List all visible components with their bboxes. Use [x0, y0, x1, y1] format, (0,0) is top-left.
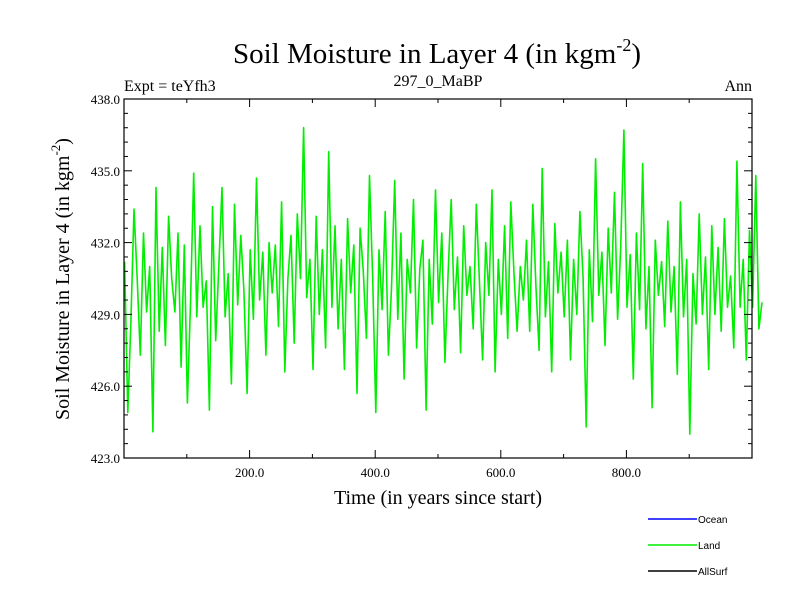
experiment-label: Expt = teYfh3 [124, 78, 216, 95]
period-label: 297_0_MaBP [394, 73, 483, 90]
y-tick-label: 432.0 [91, 236, 120, 251]
y-tick-label: 429.0 [91, 307, 120, 322]
y-tick-label: 435.0 [91, 164, 120, 179]
y-tick-label: 423.0 [91, 451, 120, 466]
legend: Ocean Land AllSurf [648, 515, 728, 578]
y-axis: 423.0 426.0 429.0 432.0 435.0 438.0 [91, 92, 752, 466]
y-tick-label: 426.0 [91, 379, 120, 394]
x-axis: 200.0 400.0 600.0 800.0 [186, 99, 690, 480]
y-tick-label: 438.0 [91, 92, 120, 107]
chart-title-superscript: -2 [616, 35, 631, 55]
x-tick-label: 200.0 [235, 465, 264, 480]
chart-title: Soil Moisture in Layer 4 (in kgm-2) [233, 35, 641, 70]
x-axis-label: Time (in years since start) [334, 487, 542, 509]
legend-label-ocean: Ocean [698, 515, 727, 526]
series-line-land [123, 126, 763, 435]
legend-label-land: Land [698, 541, 720, 552]
y-axis-label: Soil Moisture in Layer 4 (in kgm-2) [48, 138, 74, 420]
x-tick-label: 800.0 [612, 465, 641, 480]
legend-label-allsurf: AllSurf [698, 567, 728, 578]
series-layer [123, 126, 763, 435]
y-axis-label-superscript: -2 [48, 145, 63, 156]
season-label: Ann [724, 78, 752, 95]
x-tick-label: 400.0 [361, 465, 390, 480]
x-tick-label: 600.0 [486, 465, 515, 480]
